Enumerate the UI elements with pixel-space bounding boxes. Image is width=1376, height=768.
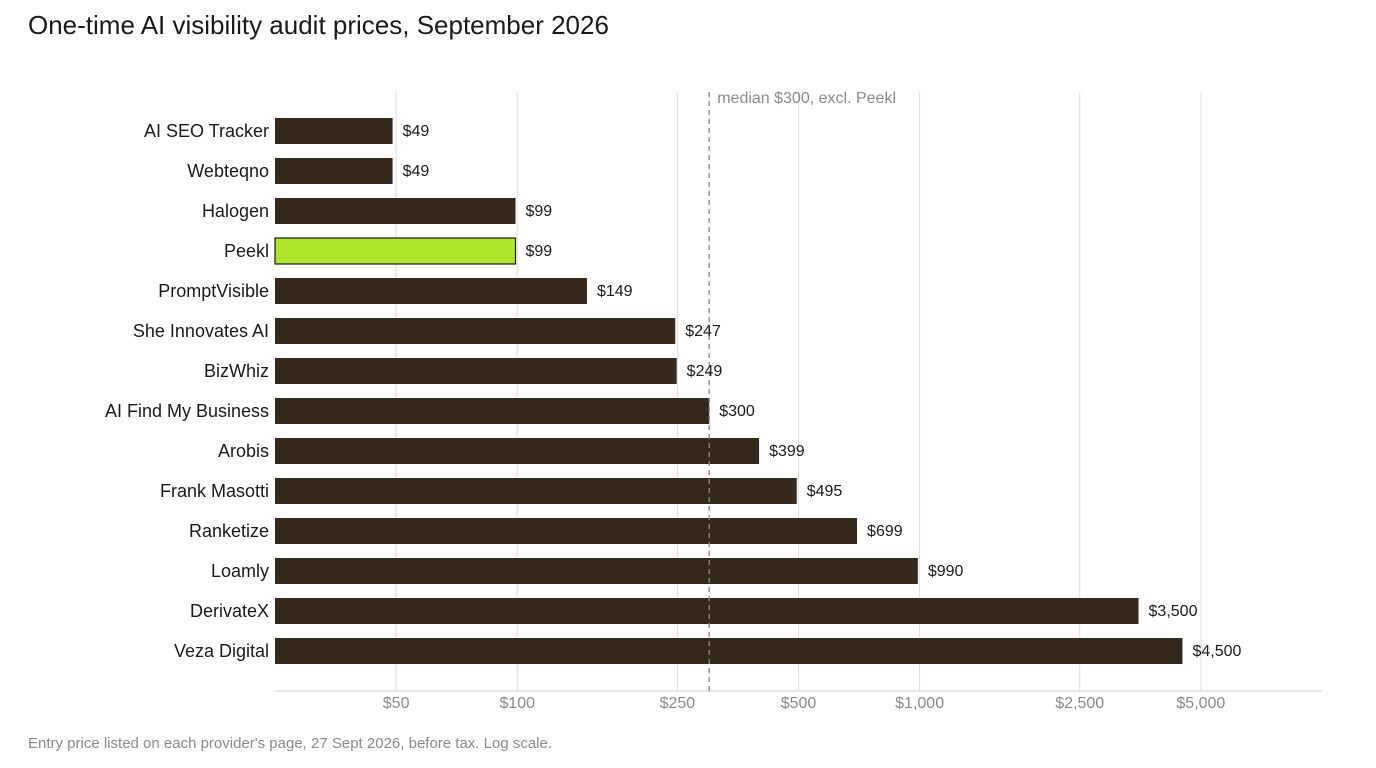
category-label: BizWhiz (204, 361, 269, 381)
bar (275, 518, 858, 544)
x-tick-label: $1,000 (895, 695, 944, 712)
value-label: $99 (525, 243, 552, 260)
bar (275, 398, 710, 424)
bar (275, 158, 393, 184)
x-tick-label: $250 (660, 695, 696, 712)
value-label: $300 (719, 403, 755, 420)
category-label: Ranketize (189, 521, 269, 541)
x-tick-label: $50 (383, 695, 410, 712)
category-label: PromptVisible (158, 281, 269, 301)
bar (275, 278, 587, 304)
value-label: $699 (867, 523, 903, 540)
chart-title: One-time AI visibility audit prices, Sep… (28, 10, 609, 40)
value-label: $49 (403, 123, 430, 140)
value-label: $495 (807, 483, 843, 500)
value-label: $149 (597, 283, 633, 300)
bar (275, 198, 516, 224)
value-label: $3,500 (1149, 603, 1198, 620)
x-tick-label: $5,000 (1176, 695, 1225, 712)
bars (274, 118, 1183, 664)
x-tick-label: $500 (781, 695, 817, 712)
category-label: Arobis (218, 441, 269, 461)
labels: $50 $100 $250 $500 $1,000 $2,500 $5,000 AI SEO … (105, 90, 1242, 712)
value-label: $247 (685, 323, 721, 340)
value-label: $399 (769, 443, 805, 460)
x-tick-label: $100 (499, 695, 535, 712)
gridlines (395, 92, 1202, 691)
bar (275, 318, 676, 344)
value-label: $990 (928, 563, 964, 580)
bar (275, 118, 393, 144)
value-label: $99 (525, 203, 552, 220)
category-label: AI SEO Tracker (144, 121, 269, 141)
bar (275, 558, 918, 584)
category-label: She Innovates AI (133, 321, 269, 341)
footnote: Entry price listed on each provider's pa… (28, 735, 553, 752)
value-label: $49 (403, 163, 430, 180)
bar (275, 478, 797, 504)
value-label: $249 (687, 363, 723, 380)
median-label: median $300, excl. Peekl (717, 90, 896, 107)
bar (275, 598, 1139, 624)
category-label: DerivateX (190, 601, 269, 621)
bar-highlighted (274, 237, 517, 265)
bar (275, 358, 677, 384)
value-label: $4,500 (1192, 643, 1241, 660)
category-label: Webteqno (187, 161, 269, 181)
category-label: Peekl (224, 241, 269, 261)
x-tick-label: $2,500 (1055, 695, 1104, 712)
category-label: Veza Digital (174, 641, 269, 661)
category-label: AI Find My Business (105, 401, 269, 421)
category-label: Halogen (202, 201, 269, 221)
category-label: Loamly (211, 561, 269, 581)
bar (275, 638, 1183, 664)
category-label: Frank Masotti (160, 481, 269, 501)
bar (275, 438, 760, 464)
